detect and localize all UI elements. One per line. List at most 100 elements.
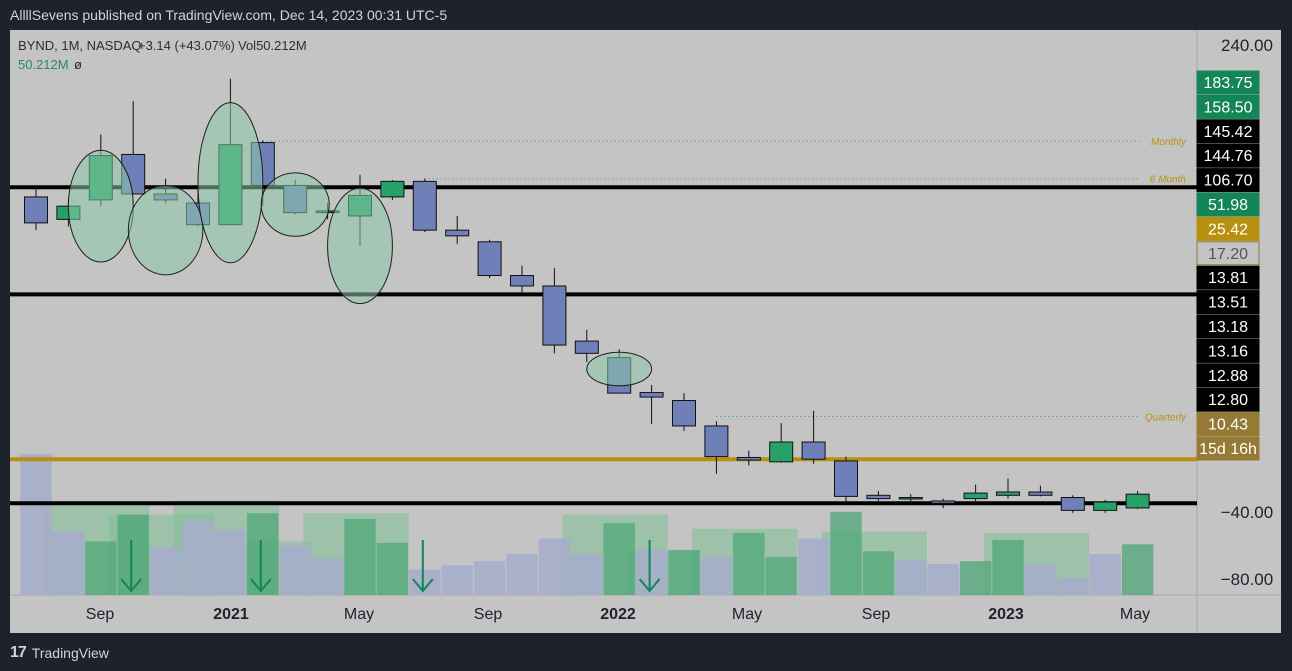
candle-body — [672, 400, 696, 427]
candle-body — [477, 241, 502, 277]
volume-bar — [149, 547, 182, 595]
volume-bar — [992, 540, 1024, 595]
level-annotation: 6 Month — [1150, 175, 1187, 186]
price-label: 106.70 — [1196, 168, 1260, 193]
volume-bar — [927, 563, 959, 595]
candle — [380, 180, 405, 200]
volume-bar — [85, 541, 117, 595]
candle — [1060, 495, 1085, 513]
price-label: 15d 16h — [1196, 436, 1260, 461]
volume-bar — [117, 514, 149, 595]
candle-body — [1093, 501, 1118, 511]
time-axis-label: 2021 — [213, 606, 249, 623]
price-label-bg — [1196, 412, 1260, 437]
volume-bar — [668, 549, 700, 595]
time-axis-label: 2022 — [600, 606, 636, 623]
candle-body — [542, 285, 567, 346]
price-label-text: 10.43 — [1208, 417, 1248, 434]
price-label-bg — [1196, 168, 1260, 193]
volume-bar — [1024, 563, 1057, 595]
candle-body — [412, 180, 437, 231]
candle-body — [801, 441, 826, 460]
candle-body — [736, 456, 761, 461]
price-label-text: 13.18 — [1208, 319, 1248, 336]
volume-bar — [700, 556, 733, 595]
candle — [510, 265, 534, 295]
volume-bar — [52, 531, 85, 595]
price-label-bg — [1196, 290, 1260, 315]
volume-bar — [344, 518, 376, 595]
horizontal-levels[interactable] — [10, 185, 1197, 506]
price-label-bg — [1196, 192, 1260, 217]
candle — [898, 494, 923, 504]
price-label: 13.81 — [1196, 265, 1260, 290]
candle — [477, 239, 502, 279]
candle-body — [510, 275, 534, 287]
price-label-text: 183.75 — [1204, 75, 1253, 92]
chart-frame[interactable]: BYND, 1M, NASDAQ +3.14 (+43.07%) Vol50.2… — [10, 30, 1281, 633]
price-label-text: 15d 16h — [1199, 441, 1257, 458]
price-label-bg — [1196, 119, 1260, 144]
highlight-ellipse — [586, 351, 653, 387]
legend-volume-value: 50.212M — [18, 57, 69, 72]
volume-bar — [862, 551, 895, 595]
price-label: 12.80 — [1196, 387, 1260, 412]
highlight-ellipse — [327, 187, 393, 305]
volume-arrows — [120, 540, 661, 593]
volume-bar — [571, 554, 603, 595]
candle — [542, 268, 567, 354]
volume-bar — [603, 523, 635, 595]
time-axis-label: Sep — [862, 606, 891, 623]
price-label-bg — [1196, 94, 1260, 119]
level-annotation: Monthly — [1151, 137, 1187, 148]
chart-canvas[interactable]: BYND, 1M, NASDAQ +3.14 (+43.07%) Vol50.2… — [10, 30, 1281, 633]
candle-body — [704, 425, 729, 458]
candle — [801, 410, 826, 464]
volume-bar — [538, 538, 571, 595]
price-label: 13.16 — [1196, 338, 1260, 363]
volume-bar — [473, 561, 506, 595]
candle — [24, 185, 48, 231]
candle — [412, 178, 437, 233]
price-scale[interactable]: 240.00 183.75 158.50 145.42 144.76 106.70 51.… — [1196, 36, 1273, 589]
price-labels: 183.75 158.50 145.42 144.76 106.70 51.98 25.42… — [1196, 70, 1260, 461]
volume-bar — [441, 565, 473, 595]
down-arrow-icon — [120, 540, 142, 593]
candle — [736, 450, 761, 466]
price-label-bg — [1196, 265, 1260, 290]
volume-bar — [895, 559, 927, 595]
price-label-bg — [1196, 363, 1260, 388]
volume-bar — [247, 513, 279, 595]
legend-symbol: BYND, 1M, NASDAQ — [18, 38, 142, 53]
time-axis-label: Sep — [474, 606, 503, 623]
price-label: 145.42 — [1196, 119, 1260, 144]
price-label-text: 12.80 — [1208, 392, 1248, 409]
candle-body — [445, 229, 470, 237]
legend-change: +3.14 (+43.07%) — [138, 38, 235, 53]
down-arrow-icon — [250, 540, 272, 593]
candle-body — [898, 497, 923, 500]
time-axis-label: 2023 — [988, 606, 1024, 623]
candle-body — [1060, 497, 1085, 511]
time-axis[interactable]: Sep 2021 May Sep 2022 May Sep 2023 May — [86, 606, 1150, 623]
candle — [834, 456, 858, 504]
price-label: 183.75 — [1196, 70, 1260, 95]
price-label-text: 13.81 — [1208, 270, 1248, 287]
down-arrow-icon — [412, 540, 434, 593]
tradingview-logo[interactable]: 17 TradingView — [10, 644, 109, 662]
highlight-ellipse — [67, 149, 134, 263]
candle — [866, 490, 891, 501]
down-arrow-icon — [638, 540, 661, 593]
highlight-ellipse — [260, 172, 330, 237]
price-label-text: 17.20 — [1208, 246, 1248, 263]
candle — [704, 421, 729, 474]
candle — [639, 385, 664, 424]
volume-bar — [830, 511, 862, 595]
level-annotations: Monthly 6 Month Quarterly — [1145, 137, 1187, 423]
price-label-text: 106.70 — [1204, 173, 1253, 190]
volume-bar — [311, 558, 344, 595]
candle — [672, 393, 696, 431]
time-axis-label: May — [344, 606, 374, 623]
candle-body — [1125, 493, 1150, 509]
price-label: 144.76 — [1196, 143, 1260, 168]
